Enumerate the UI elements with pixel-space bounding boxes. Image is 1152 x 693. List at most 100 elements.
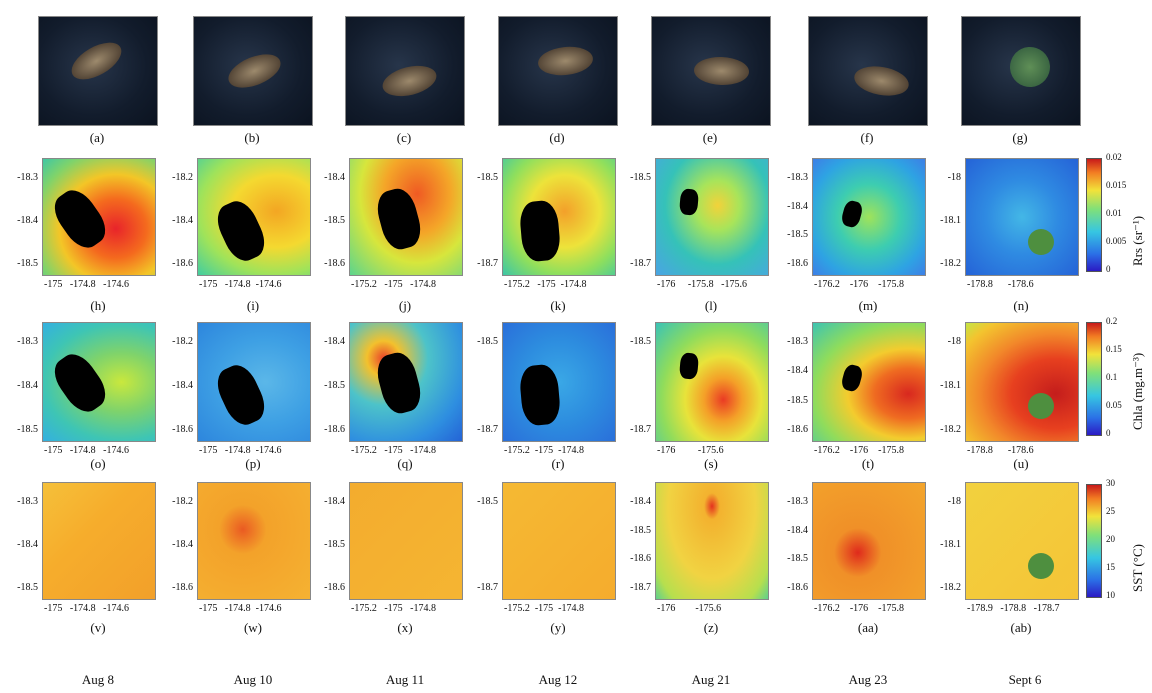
x-tick-labels: -178.8 -178.6 [967, 279, 1034, 290]
y-tick-label: -18.6 [787, 582, 808, 593]
colorbar-tick: 30 [1106, 478, 1115, 488]
land-mask [518, 199, 562, 263]
colorbar-tick: 0 [1106, 428, 1111, 438]
colorbar-tick: 0.02 [1106, 152, 1122, 162]
panel-letter: (o) [90, 456, 106, 471]
x-tick-labels: -178.9 -178.8 -178.7 [967, 603, 1060, 614]
pumice-plume [536, 44, 595, 78]
y-tick-label: -18.4 [172, 215, 193, 226]
rrs-panel [502, 158, 616, 276]
x-tick-labels: -175.2 -175 -174.8 [504, 279, 587, 290]
chla-panel [965, 322, 1079, 442]
y-tick-label: -18 [947, 172, 961, 183]
panel-letter: (b) [244, 130, 260, 145]
satellite-panel [193, 16, 313, 126]
y-tick-label: -18.5 [17, 582, 38, 593]
y-tick-label: -18.5 [17, 424, 38, 435]
chla-panel [655, 322, 769, 442]
y-tick-label: -18.5 [477, 172, 498, 183]
colorbar-tick: 25 [1106, 506, 1115, 516]
y-tick-label: -18.6 [787, 258, 808, 269]
x-tick-labels: -175 -174.8 -174.6 [199, 603, 282, 614]
land-mask [839, 363, 865, 393]
chla-panel [502, 322, 616, 442]
y-tick-label: -18.4 [630, 496, 651, 507]
y-tick-label: -18.2 [940, 582, 961, 593]
pumice-plume [65, 35, 128, 87]
y-tick-label: -18.7 [477, 258, 498, 269]
y-tick-label: -18.5 [477, 336, 498, 347]
panel-letter: (e) [702, 130, 718, 145]
rrs-panel [197, 158, 311, 276]
sst-panel [812, 482, 926, 600]
satellite-panel [651, 16, 771, 126]
x-tick-labels: -175.2 -175 -174.8 [504, 445, 584, 456]
y-tick-label: -18.6 [172, 424, 193, 435]
x-tick-labels: -176.2 -176 -175.8 [814, 279, 904, 290]
date-label: Aug 10 [233, 672, 273, 687]
panel-letter: (v) [90, 620, 106, 635]
panel-letter: (q) [397, 456, 413, 471]
date-label: Aug 23 [848, 672, 888, 687]
land-mask [211, 359, 271, 431]
y-tick-label: -18.6 [172, 258, 193, 269]
colorbar-tick: 0.15 [1106, 344, 1122, 354]
y-tick-label: -18.1 [940, 539, 961, 550]
pumice-plume [1004, 41, 1056, 93]
y-tick-label: -18.2 [172, 336, 193, 347]
y-tick-label: -18.4 [17, 539, 38, 550]
y-tick-label: -18.3 [787, 336, 808, 347]
colorbar-gradient [1086, 484, 1102, 598]
y-tick-label: -18.1 [940, 380, 961, 391]
colorbar-tick: 15 [1106, 562, 1115, 572]
y-tick-label: -18 [947, 496, 961, 507]
panel-letter: (aa) [857, 620, 879, 635]
y-tick-label: -18.6 [324, 424, 345, 435]
x-tick-labels: -176 -175.6 [657, 445, 724, 456]
y-tick-label: -18.6 [324, 258, 345, 269]
x-tick-labels: -175 -174.8 -174.6 [44, 279, 129, 290]
colorbar-gradient [1086, 322, 1102, 436]
y-tick-label: -18.6 [172, 582, 193, 593]
chla-panel [812, 322, 926, 442]
colorbar-tick: 0.005 [1106, 236, 1127, 246]
satellite-panel [345, 16, 465, 126]
panel-letter: (t) [861, 456, 875, 471]
date-label: Aug 21 [691, 672, 731, 687]
y-tick-label: -18.1 [940, 215, 961, 226]
colorbar-tick: 20 [1106, 534, 1115, 544]
y-tick-label: -18.4 [787, 200, 808, 212]
rrs-panel [42, 158, 156, 276]
y-tick-label: -18 [947, 336, 961, 347]
panel-letter: (m) [858, 298, 878, 313]
panel-letter: (w) [243, 620, 263, 635]
y-tick-label: -18.2 [172, 496, 193, 507]
date-label: Aug 12 [538, 672, 578, 687]
land-mask [47, 183, 113, 255]
panel-letter: (r) [551, 456, 565, 471]
y-tick-label: -18.2 [172, 172, 193, 183]
y-tick-label: -18.4 [787, 365, 808, 377]
y-tick-label: -18.3 [787, 172, 808, 183]
panel-letter: (a) [89, 130, 105, 145]
x-tick-labels: -176.2 -176 -175.8 [814, 445, 904, 456]
panel-letter: (i) [246, 298, 260, 313]
y-tick-label: -18.4 [324, 496, 345, 507]
sst-panel [965, 482, 1079, 600]
y-tick-label: -18.6 [630, 553, 651, 565]
y-tick-label: -18.4 [324, 336, 345, 347]
colorbar-tick: 0.01 [1106, 208, 1122, 218]
x-tick-labels: -175.2 -175 -174.8 [351, 279, 436, 290]
colorbar-label: Rrs (sr⁻¹) [1130, 215, 1145, 266]
x-tick-labels: -175.2 -175 -174.8 [504, 603, 584, 614]
y-tick-label: -18.5 [787, 394, 808, 406]
colorbar-gradient [1086, 158, 1102, 272]
land-mask [518, 363, 562, 427]
x-tick-labels: -175 -174.8 -174.6 [199, 445, 282, 456]
x-tick-labels: -175 -174.8 -174.6 [199, 279, 282, 290]
panel-letter: (j) [398, 298, 412, 313]
colorbar-tick: 10 [1106, 590, 1115, 600]
island [1028, 553, 1054, 579]
rrs-panel [655, 158, 769, 276]
land-mask [839, 199, 865, 229]
